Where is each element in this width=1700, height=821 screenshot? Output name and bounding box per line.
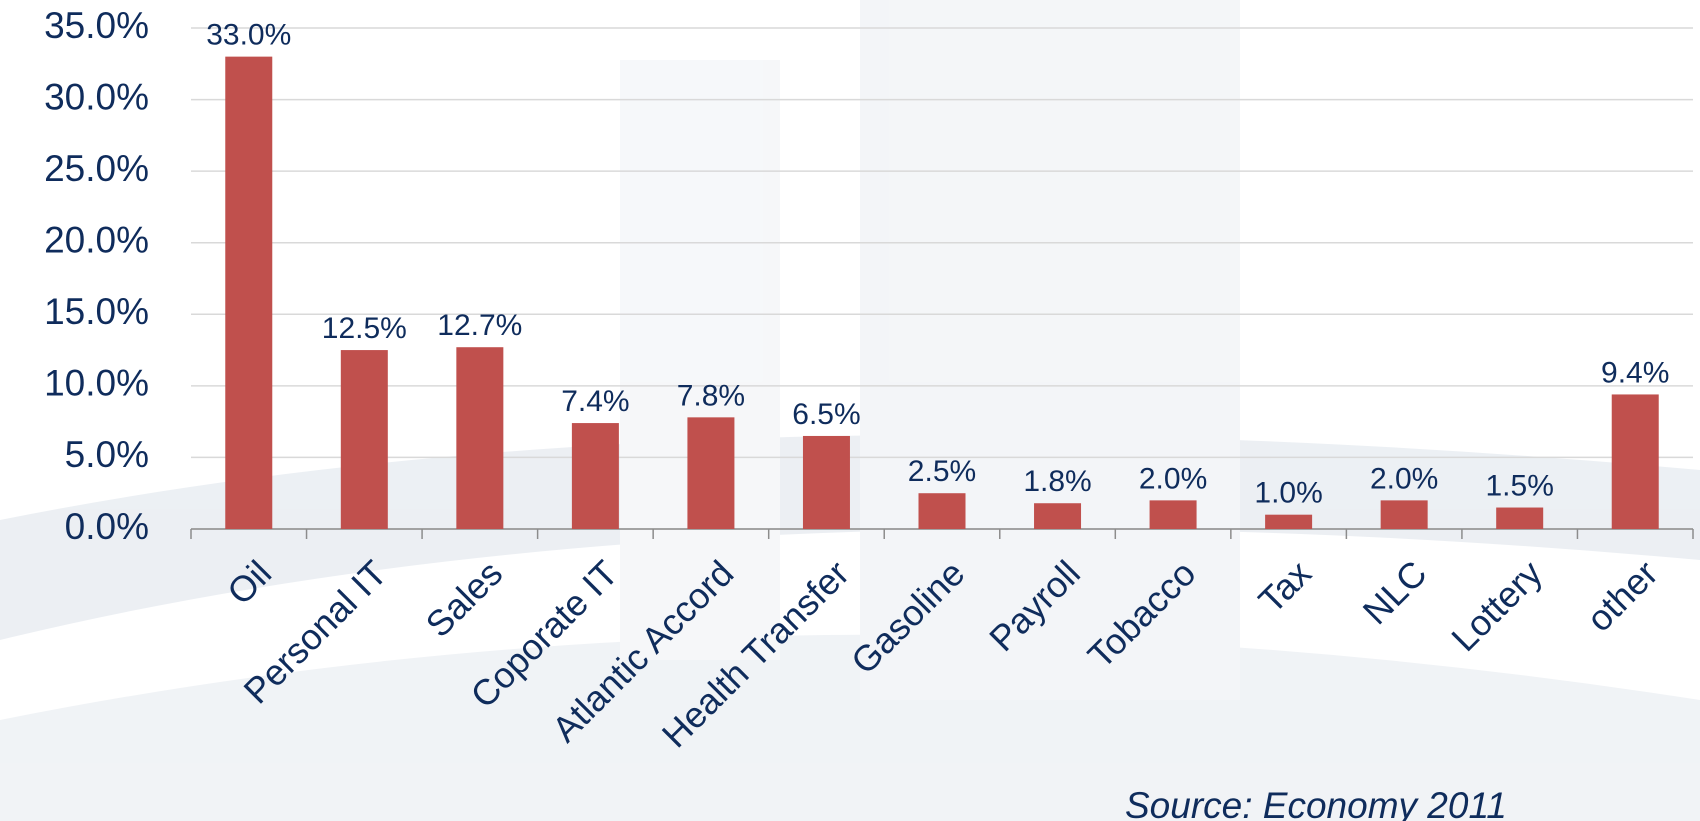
y-tick-label: 15.0% xyxy=(44,291,149,332)
bar xyxy=(687,417,734,529)
chart: Source: Economy 2011 0.0% 5.0% 10.0% 15.0% 2… xyxy=(0,0,1700,821)
source-note: Source: Economy 2011 xyxy=(1125,785,1507,821)
bar xyxy=(1034,503,1081,529)
value-label: 12.7% xyxy=(437,309,522,342)
value-label: 33.0% xyxy=(206,19,291,52)
bar xyxy=(1612,394,1659,529)
y-tick-label: 20.0% xyxy=(44,219,149,260)
value-label: 9.4% xyxy=(1601,356,1669,389)
bar xyxy=(803,436,850,529)
value-label: 6.5% xyxy=(792,398,860,431)
value-label: 2.5% xyxy=(908,455,976,488)
value-label: 2.0% xyxy=(1139,462,1207,495)
y-tick-label: 35.0% xyxy=(44,5,149,46)
value-label: 7.8% xyxy=(677,379,745,412)
bar xyxy=(225,57,272,529)
value-label: 1.8% xyxy=(1023,465,1091,498)
bar xyxy=(1150,500,1197,529)
y-tick-label: 25.0% xyxy=(44,148,149,189)
bar xyxy=(456,347,503,529)
value-label: 1.0% xyxy=(1254,477,1322,510)
y-tick-label: 30.0% xyxy=(44,76,149,117)
y-tick-label: 0.0% xyxy=(65,506,149,547)
page: {"chart_data": {"type": "bar", "categori… xyxy=(0,0,1700,821)
bar xyxy=(1265,515,1312,529)
value-label: 7.4% xyxy=(561,385,629,418)
bar xyxy=(341,350,388,529)
bar xyxy=(572,423,619,529)
y-tick-label: 10.0% xyxy=(44,363,149,404)
value-label: 12.5% xyxy=(322,312,407,345)
value-label: 2.0% xyxy=(1370,462,1438,495)
bar xyxy=(919,493,966,529)
bar xyxy=(1496,508,1543,529)
value-label: 1.5% xyxy=(1485,469,1553,502)
y-tick-label: 5.0% xyxy=(65,434,149,475)
bar xyxy=(1381,500,1428,529)
